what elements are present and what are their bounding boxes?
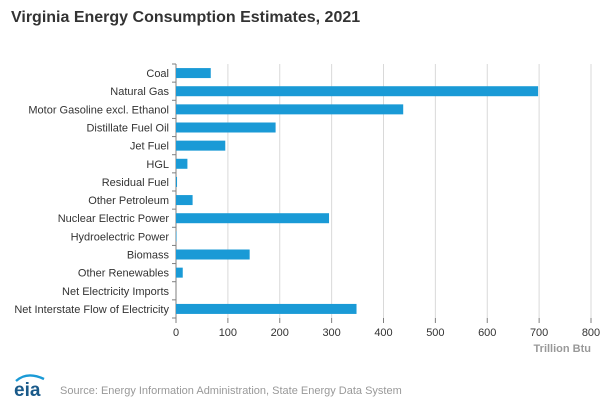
category-label: Hydroelectric Power — [71, 231, 170, 243]
bar — [176, 68, 211, 79]
category-label: HGL — [146, 159, 169, 171]
svg-text:eia: eia — [14, 380, 41, 400]
category-label: Coal — [146, 68, 169, 80]
category-label: Motor Gasoline excl. Ethanol — [28, 104, 169, 116]
x-tick-label: 800 — [582, 327, 600, 339]
x-tick-label: 100 — [219, 327, 237, 339]
bar — [176, 86, 539, 97]
category-label: Natural Gas — [110, 86, 169, 98]
category-label: Net Electricity Imports — [62, 286, 169, 298]
x-tick-label: 200 — [271, 327, 289, 339]
category-label: Nuclear Electric Power — [58, 213, 170, 225]
bar — [176, 267, 183, 278]
bar — [176, 213, 330, 224]
category-label: Other Renewables — [78, 268, 170, 280]
x-axis-title: Trillion Btu — [534, 343, 591, 355]
source-note: Source: Energy Information Administratio… — [60, 385, 402, 397]
bar — [176, 195, 193, 206]
x-tick-label: 400 — [374, 327, 392, 339]
bar — [176, 158, 188, 169]
bar — [176, 104, 404, 115]
bar — [176, 122, 276, 133]
chart-title: Virginia Energy Consumption Estimates, 2… — [11, 9, 361, 26]
x-tick-label: 700 — [530, 327, 548, 339]
x-tick-label: 600 — [478, 327, 496, 339]
category-label: Distillate Fuel Oil — [86, 123, 169, 135]
x-tick-label: 500 — [426, 327, 444, 339]
category-label: Biomass — [127, 250, 170, 262]
bar — [176, 303, 357, 314]
x-tick-label: 0 — [173, 327, 179, 339]
category-label: Other Petroleum — [88, 195, 169, 207]
bar — [176, 176, 178, 187]
category-label: Net Interstate Flow of Electricity — [14, 304, 169, 316]
category-label: Jet Fuel — [130, 141, 169, 153]
bar — [176, 140, 226, 151]
bar — [176, 231, 177, 242]
x-tick-label: 300 — [322, 327, 340, 339]
eia-logo-icon: eia — [14, 374, 45, 400]
category-label: Residual Fuel — [102, 177, 169, 189]
bar — [176, 249, 250, 260]
